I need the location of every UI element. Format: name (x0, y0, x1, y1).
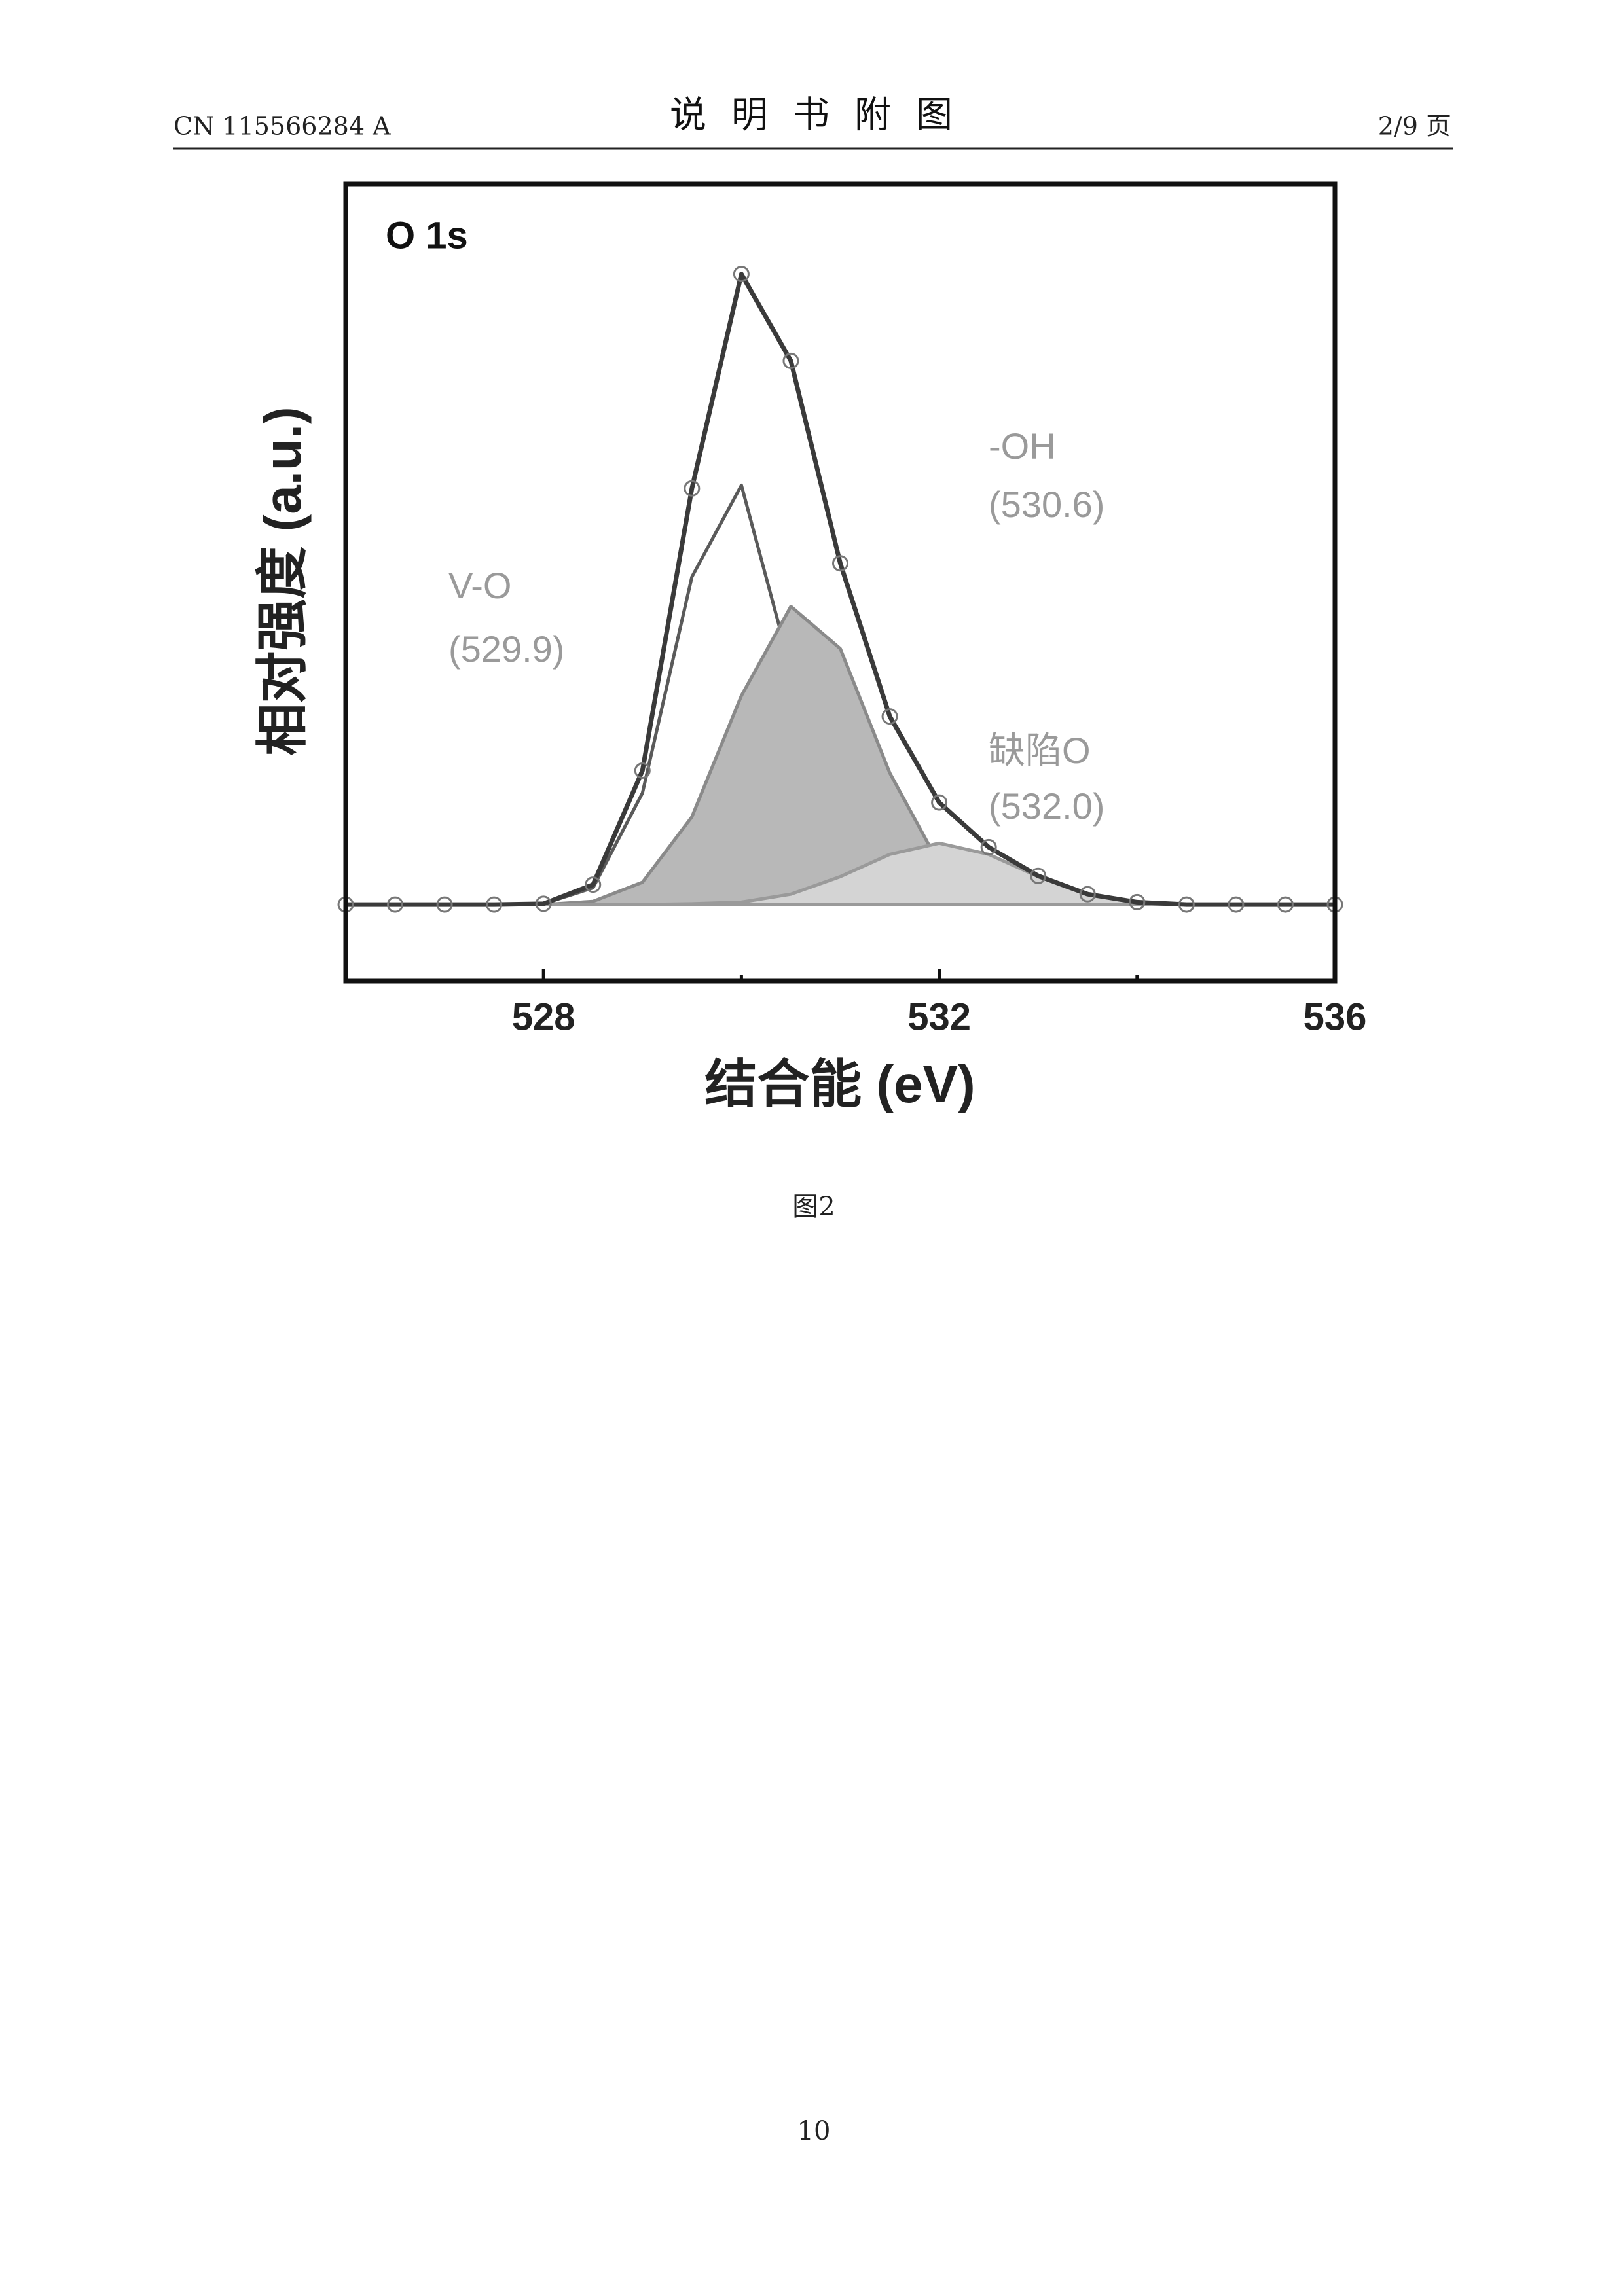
data-point (832, 555, 848, 572)
data-point (1079, 886, 1096, 903)
data-point (387, 896, 404, 913)
figure-caption: 图2 (792, 1192, 835, 1222)
peak-annotation: 缺陷O (989, 730, 1091, 771)
panel-label: O 1s (386, 214, 468, 257)
data-point (1277, 896, 1294, 913)
data-point (535, 895, 552, 912)
x-tick-label: 536 (1304, 996, 1367, 1038)
data-point (436, 896, 453, 913)
x-tick-label: 528 (512, 996, 575, 1038)
peak-annotation: (532.0) (989, 785, 1104, 827)
data-point (585, 876, 602, 893)
data-point (980, 838, 997, 855)
data-point (1228, 896, 1245, 913)
x-axis-title: 结合能 (eV) (704, 1055, 975, 1113)
peak-annotation: (529.9) (448, 628, 564, 670)
data-point (684, 480, 701, 497)
peak-annotation: -OH (989, 425, 1056, 467)
page-of: 2/9 页 (1378, 112, 1451, 141)
data-point (1178, 896, 1195, 913)
data-point (931, 794, 948, 811)
series-line (346, 272, 1335, 907)
peak-annotation: V-O (448, 565, 511, 606)
doc-id: CN 115566284 A (173, 112, 391, 141)
peak-annotation: (530.6) (989, 484, 1104, 525)
y-axis-title: 相对强度 (a.u.) (253, 406, 312, 755)
data-point (733, 266, 750, 283)
data-point (634, 762, 651, 779)
data-point (881, 708, 898, 725)
data-point (1030, 867, 1047, 884)
data-point (1129, 893, 1146, 910)
data-point (486, 896, 503, 913)
doc-title: 说明书附图 (670, 94, 977, 137)
data-point (782, 352, 799, 369)
x-tick-label: 532 (907, 996, 971, 1038)
plot-frame (343, 181, 1338, 984)
page-number: 10 (797, 2116, 831, 2146)
